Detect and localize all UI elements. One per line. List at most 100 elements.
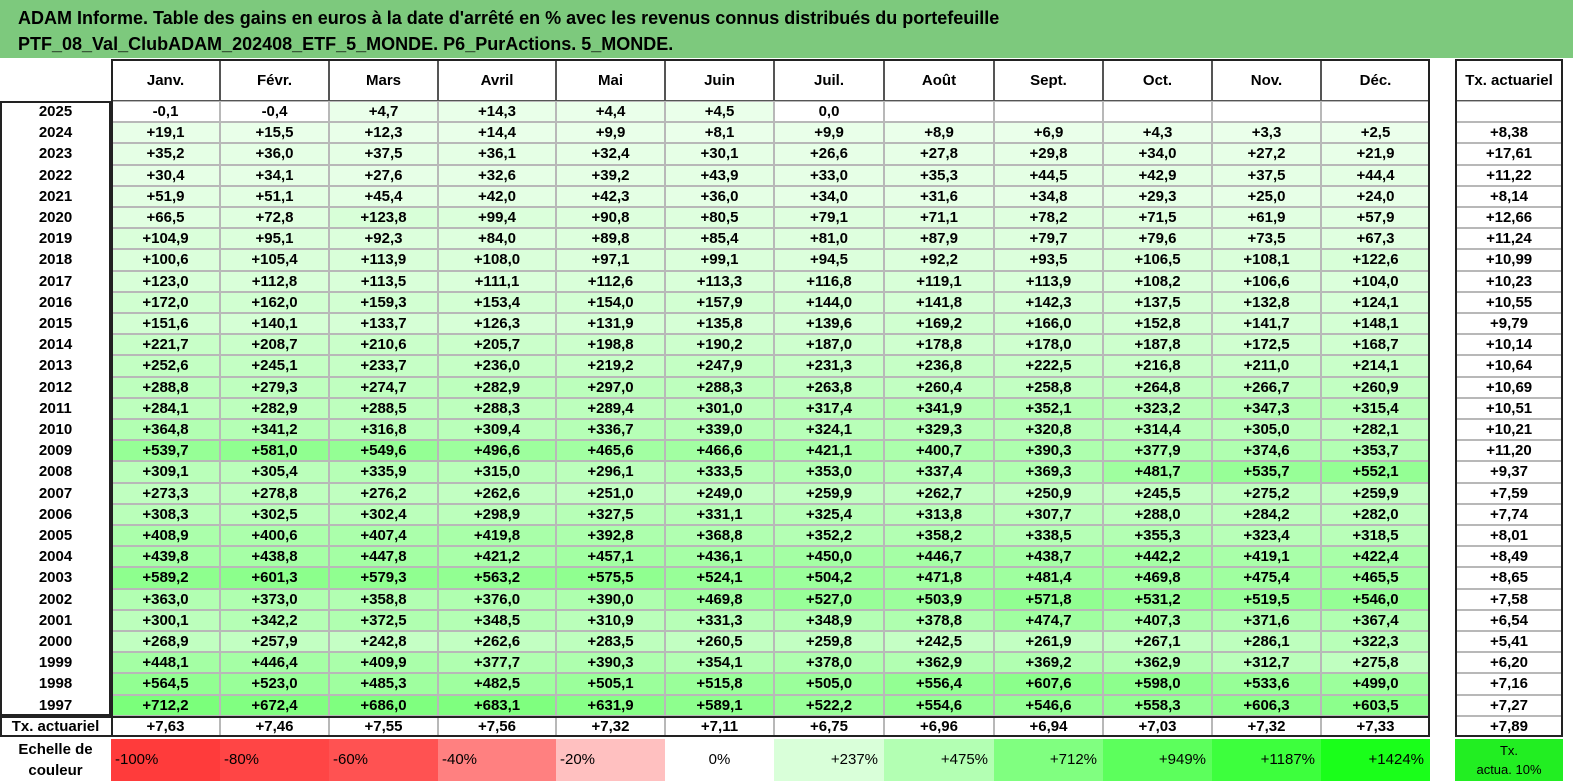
table-cell: +400,7 bbox=[884, 440, 994, 462]
table-cell: +535,7 bbox=[1212, 461, 1321, 483]
table-cell: +221,7 bbox=[111, 334, 220, 356]
month-header: Févr. bbox=[220, 59, 329, 101]
table-cell: +390,0 bbox=[556, 588, 665, 610]
table-cell: +369,3 bbox=[994, 461, 1103, 483]
table-cell: +44,4 bbox=[1321, 164, 1430, 186]
table-cell: +475,4 bbox=[1212, 567, 1321, 589]
footer-cell: +7,56 bbox=[438, 715, 556, 737]
table-cell: +106,6 bbox=[1212, 270, 1321, 292]
year-label: 2025 bbox=[38, 103, 73, 121]
table-cell: +141,8 bbox=[884, 291, 994, 313]
table-cell: +36,0 bbox=[220, 143, 329, 165]
table-cell: +123,8 bbox=[329, 207, 438, 229]
table-cell: +262,6 bbox=[438, 482, 556, 504]
table-cell: +2,5 bbox=[1321, 122, 1430, 144]
table-cell: +92,3 bbox=[329, 228, 438, 250]
table-cell: +409,9 bbox=[329, 652, 438, 674]
table-cell: +400,6 bbox=[220, 525, 329, 547]
color-scale-swatch: -40% bbox=[438, 738, 556, 781]
table-cell: +302,5 bbox=[220, 503, 329, 525]
table-cell: +15,5 bbox=[220, 122, 329, 144]
table-cell: +421,2 bbox=[438, 546, 556, 568]
table-cell: +210,6 bbox=[329, 334, 438, 356]
table-cell: +447,8 bbox=[329, 546, 438, 568]
table-cell: -0,1 bbox=[111, 101, 220, 123]
table-cell: +85,4 bbox=[665, 228, 774, 250]
table-cell: +214,1 bbox=[1321, 355, 1430, 377]
table-cell: +276,2 bbox=[329, 482, 438, 504]
year-label: 2009 bbox=[38, 442, 73, 460]
table-cell: +231,3 bbox=[774, 355, 884, 377]
table-cell: +465,5 bbox=[1321, 567, 1430, 589]
table-cell: +338,5 bbox=[994, 525, 1103, 547]
table-cell: +446,7 bbox=[884, 546, 994, 568]
year-label: 2002 bbox=[38, 590, 73, 608]
table-cell: +317,4 bbox=[774, 397, 884, 419]
footer-cell: +7,11 bbox=[665, 715, 774, 737]
table-cell: +71,5 bbox=[1103, 207, 1212, 229]
table-cell: +296,1 bbox=[556, 461, 665, 483]
tx-header: Tx. actuariel bbox=[1455, 59, 1563, 101]
table-cell: +329,3 bbox=[884, 419, 994, 441]
table-cell: +672,4 bbox=[220, 694, 329, 716]
tx-cell: +6,20 bbox=[1455, 652, 1563, 674]
table-cell: +364,8 bbox=[111, 419, 220, 441]
table-cell: +94,5 bbox=[774, 249, 884, 271]
table-cell: +250,9 bbox=[994, 482, 1103, 504]
table-cell: +29,8 bbox=[994, 143, 1103, 165]
table-cell: +262,7 bbox=[884, 482, 994, 504]
table-cell: +422,4 bbox=[1321, 546, 1430, 568]
table-cell: +355,3 bbox=[1103, 525, 1212, 547]
table-cell: +190,2 bbox=[665, 334, 774, 356]
table-cell: +481,4 bbox=[994, 567, 1103, 589]
table-cell: +99,1 bbox=[665, 249, 774, 271]
year-label: 2020 bbox=[38, 209, 73, 227]
table-cell: +142,3 bbox=[994, 291, 1103, 313]
table-cell: +260,4 bbox=[884, 376, 994, 398]
year-label: 2019 bbox=[38, 230, 73, 248]
table-cell: +168,7 bbox=[1321, 334, 1430, 356]
table-cell: +42,9 bbox=[1103, 164, 1212, 186]
footer-cell: +6,96 bbox=[884, 715, 994, 737]
table-cell: +392,8 bbox=[556, 525, 665, 547]
table-cell: +268,9 bbox=[111, 631, 220, 653]
table-cell: +111,1 bbox=[438, 270, 556, 292]
table-cell: +482,5 bbox=[438, 673, 556, 695]
tx-cell: +9,37 bbox=[1455, 461, 1563, 483]
table-cell: +6,9 bbox=[994, 122, 1103, 144]
table-cell: +264,8 bbox=[1103, 376, 1212, 398]
footer-cell: +7,63 bbox=[111, 715, 220, 737]
table-cell: +24,0 bbox=[1321, 185, 1430, 207]
table-cell: +19,1 bbox=[111, 122, 220, 144]
table-cell: +331,1 bbox=[665, 503, 774, 525]
table-cell: +37,5 bbox=[1212, 164, 1321, 186]
table-cell: +51,1 bbox=[220, 185, 329, 207]
table-cell: +267,1 bbox=[1103, 631, 1212, 653]
scale-tx-line1: Tx. bbox=[1499, 742, 1519, 758]
report-title: ADAM Informe. Table des gains en euros à… bbox=[0, 0, 1573, 58]
table-cell: +27,6 bbox=[329, 164, 438, 186]
tx-cell: +10,55 bbox=[1455, 291, 1563, 313]
table-cell: +233,7 bbox=[329, 355, 438, 377]
table-cell: +342,2 bbox=[220, 609, 329, 631]
table-cell: +236,0 bbox=[438, 355, 556, 377]
month-header: Avril bbox=[438, 59, 556, 101]
table-cell: +124,1 bbox=[1321, 291, 1430, 313]
table-cell: +315,0 bbox=[438, 461, 556, 483]
table-cell: +8,9 bbox=[884, 122, 994, 144]
table-cell: +457,1 bbox=[556, 546, 665, 568]
table-cell: +371,6 bbox=[1212, 609, 1321, 631]
table-cell: +260,9 bbox=[1321, 376, 1430, 398]
table-cell: +259,8 bbox=[774, 631, 884, 653]
month-header: Mai bbox=[556, 59, 665, 101]
tx-cell: +10,51 bbox=[1455, 397, 1563, 419]
table-cell: +372,5 bbox=[329, 609, 438, 631]
table-cell: +205,7 bbox=[438, 334, 556, 356]
year-label: 2015 bbox=[38, 315, 73, 333]
table-cell: +113,3 bbox=[665, 270, 774, 292]
table-cell: +104,9 bbox=[111, 228, 220, 250]
month-header: Sept. bbox=[994, 59, 1103, 101]
color-scale-swatch: +1187% bbox=[1212, 738, 1321, 781]
table-cell: +36,0 bbox=[665, 185, 774, 207]
